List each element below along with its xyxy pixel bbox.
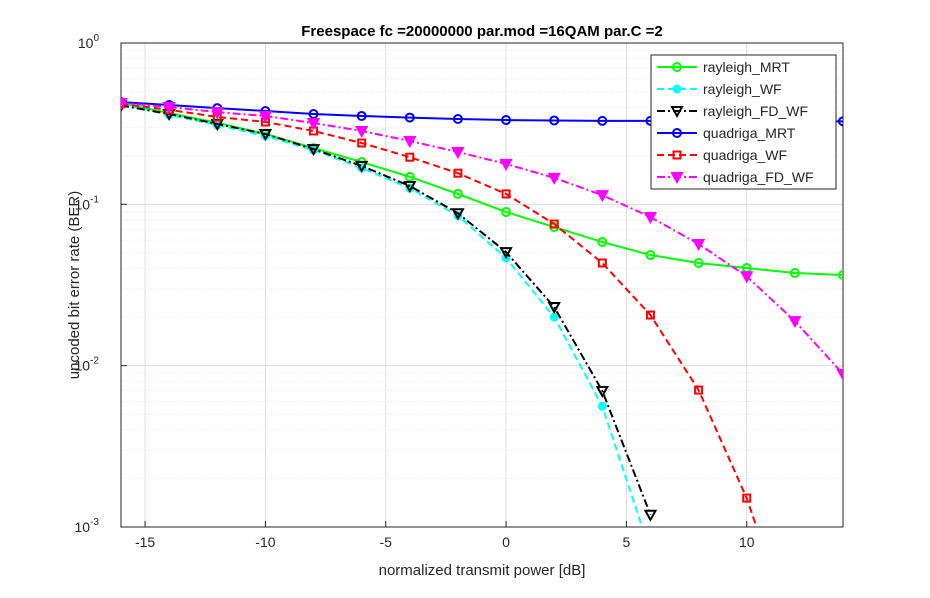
x-tick-label: 5 <box>623 534 631 550</box>
marker <box>547 172 561 185</box>
legend-label: quadriga_FD_WF <box>703 169 814 185</box>
marker <box>694 385 704 395</box>
marker <box>838 116 843 127</box>
x-tick-label: 0 <box>502 534 510 550</box>
chart-title: Freespace fc =20000000 par.mod =16QAM pa… <box>301 23 662 40</box>
marker <box>452 114 463 125</box>
marker <box>354 160 369 173</box>
marker <box>258 110 273 124</box>
marker <box>121 97 128 111</box>
marker <box>645 250 656 261</box>
x-tick-label: -15 <box>135 534 155 550</box>
legend-box <box>650 54 837 190</box>
legend-label: quadriga_WF <box>703 147 787 163</box>
marker <box>549 312 559 322</box>
marker <box>499 247 513 260</box>
marker <box>838 269 843 280</box>
marker <box>595 190 610 203</box>
marker <box>405 152 415 162</box>
series-line <box>121 102 758 527</box>
marker <box>306 118 321 131</box>
legend-label: rayleigh_FD_WF <box>703 103 808 119</box>
marker <box>597 258 607 268</box>
x-tick-label: 10 <box>739 534 755 550</box>
marker <box>308 109 319 120</box>
legend-label: quadriga_MRT <box>703 125 796 141</box>
marker <box>354 125 369 139</box>
y-tick-label: 10-1 <box>75 194 100 212</box>
marker <box>210 107 224 120</box>
marker <box>501 207 512 218</box>
plot-frame <box>120 42 844 528</box>
marker <box>451 208 465 221</box>
marker <box>595 385 610 399</box>
marker <box>645 310 655 320</box>
marker <box>549 219 559 229</box>
marker <box>306 144 321 157</box>
series-line <box>121 101 843 276</box>
marker <box>693 257 704 268</box>
y-tick-base: 10 <box>75 358 91 374</box>
marker <box>403 180 417 194</box>
marker <box>162 102 176 115</box>
marker <box>501 189 511 199</box>
marker <box>501 115 512 126</box>
marker <box>643 509 658 522</box>
x-tick-label: -10 <box>255 534 275 550</box>
y-tick-base: 10 <box>75 519 91 535</box>
marker <box>451 147 465 160</box>
legend-label: rayleigh_MRT <box>703 59 790 75</box>
y-tick-label: 10-2 <box>75 356 100 374</box>
marker <box>788 316 802 329</box>
marker <box>549 115 560 126</box>
marker <box>670 172 684 185</box>
marker <box>643 212 658 225</box>
marker <box>403 135 417 149</box>
y-tick-exponent: -1 <box>90 194 99 205</box>
y-tick-label: 100 <box>78 33 100 51</box>
legend-label: rayleigh_WF <box>703 81 782 97</box>
y-tick-exponent: -3 <box>90 517 99 528</box>
marker <box>672 150 682 160</box>
series-line <box>121 102 644 527</box>
plot-area <box>121 97 843 527</box>
marker <box>597 115 608 126</box>
series-line <box>121 101 843 375</box>
marker <box>740 271 754 284</box>
marker <box>691 238 706 252</box>
x-axis-label: normalized transmit power [dB] <box>379 562 586 579</box>
marker <box>404 171 415 182</box>
marker <box>357 138 367 148</box>
x-tick-label: -5 <box>380 534 393 550</box>
marker <box>404 112 415 123</box>
y-tick-base: 10 <box>75 196 91 212</box>
marker <box>670 106 684 119</box>
y-tick-exponent: 0 <box>93 33 99 44</box>
marker <box>742 493 752 503</box>
marker <box>672 84 682 94</box>
marker <box>836 368 843 382</box>
y-tick-exponent: -2 <box>90 356 99 367</box>
marker <box>597 401 607 411</box>
marker <box>356 110 367 121</box>
marker <box>789 268 800 279</box>
y-axis-label: uncoded bit error rate (BER) <box>66 191 83 379</box>
marker <box>452 188 463 199</box>
marker <box>672 128 682 138</box>
marker <box>453 168 463 178</box>
y-tick-label: 10-3 <box>75 517 100 535</box>
marker <box>547 302 561 315</box>
marker <box>499 158 513 171</box>
marker <box>672 62 682 72</box>
marker <box>597 237 608 248</box>
series-line <box>121 104 652 516</box>
marker <box>258 128 273 142</box>
y-tick-base: 10 <box>78 35 94 51</box>
